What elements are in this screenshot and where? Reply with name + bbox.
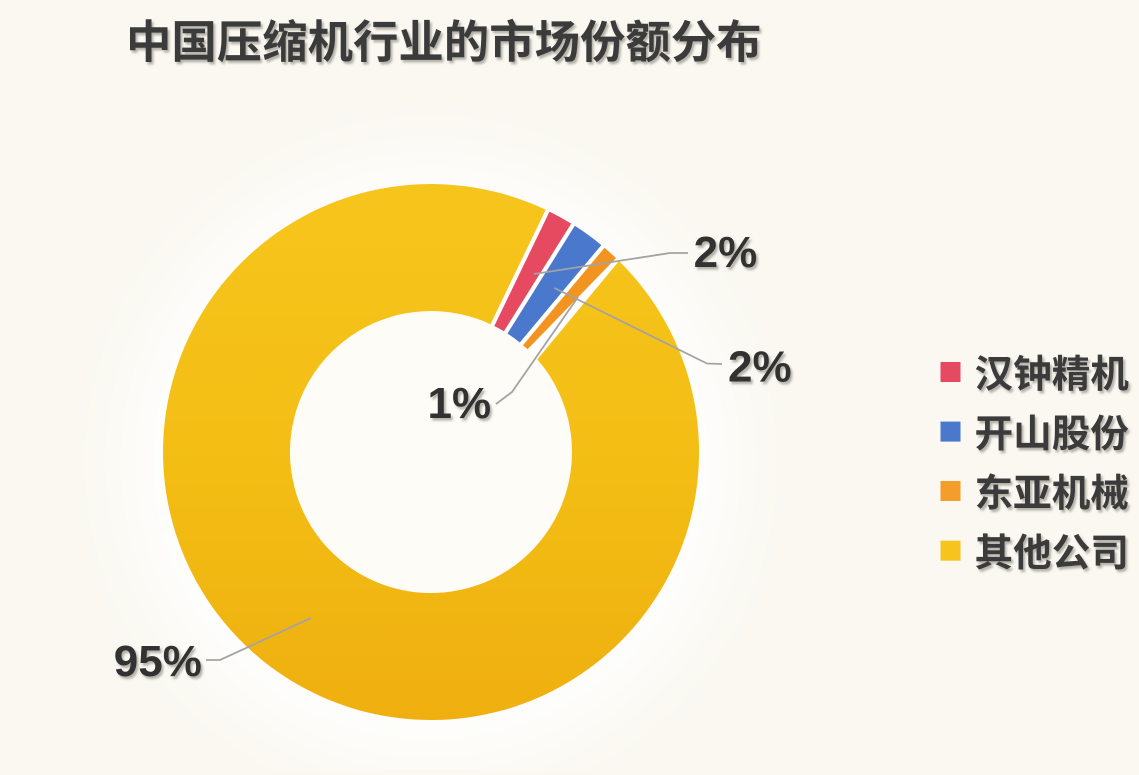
svg-text:2%: 2%	[694, 228, 758, 277]
svg-text:95%: 95%	[114, 637, 202, 686]
svg-text:2%: 2%	[728, 342, 792, 391]
svg-text:1%: 1%	[428, 379, 492, 428]
